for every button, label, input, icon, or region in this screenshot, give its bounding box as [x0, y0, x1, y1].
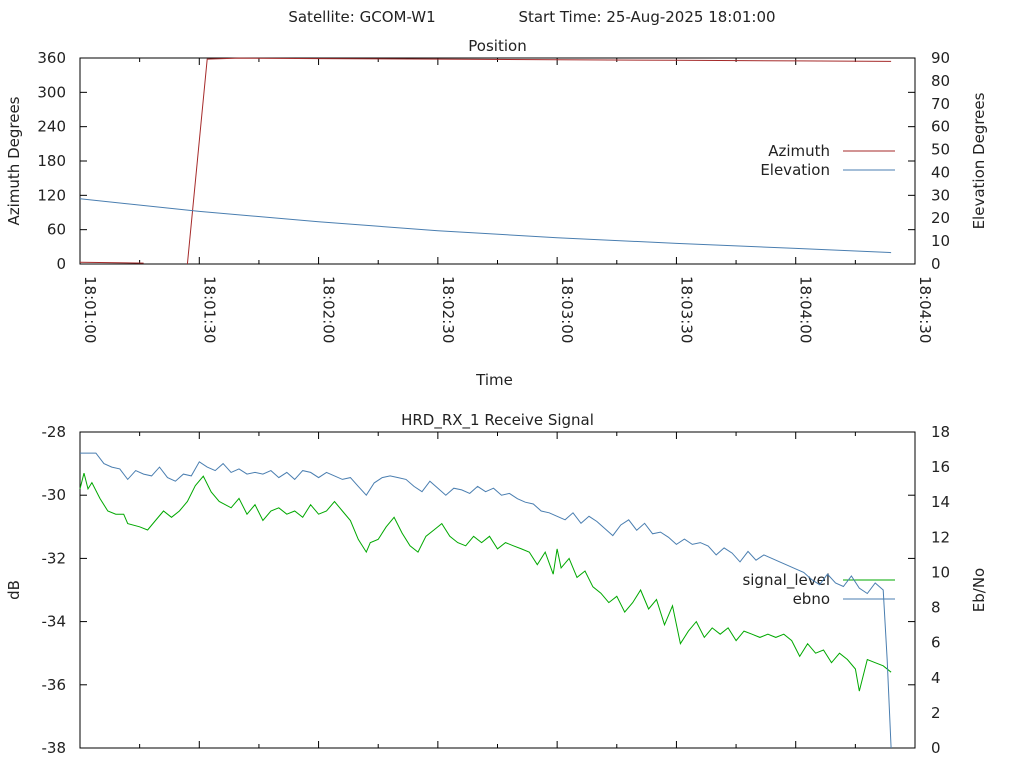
legend-label: Elevation	[760, 161, 830, 179]
series-line-signal-level	[79, 472, 892, 692]
y2-tick-label: 90	[931, 49, 950, 67]
x-tick-label: 18:01:30	[200, 276, 218, 343]
series-line-ebno	[80, 452, 892, 749]
y2-tick-label: 60	[931, 118, 950, 136]
receive-signal-chart: HRD_RX_1 Receive Signal -28 -30 -32 -34 -36 -3…	[5, 411, 988, 757]
y2-tick-label: 2	[931, 704, 941, 722]
y2-tick-label: 40	[931, 163, 950, 181]
y-tick-label: -36	[42, 676, 67, 694]
y-tick-label: 60	[47, 221, 66, 239]
y2-tick-label: 4	[931, 669, 941, 687]
y-tick-label: -30	[42, 486, 67, 504]
y2-tick-label: 12	[931, 528, 950, 546]
y2-tick-label: 14	[931, 493, 950, 511]
y2-tick-label: 20	[931, 209, 950, 227]
legend-label: ebno	[793, 590, 830, 608]
y2-tick-label: 70	[931, 95, 950, 113]
y2-tick-label: 6	[931, 634, 941, 652]
legend-label: signal_level	[742, 571, 830, 590]
y-tick-label: 0	[56, 255, 66, 273]
y2-axis-label: Eb/No	[970, 568, 988, 612]
y-tick-label: 240	[37, 118, 66, 136]
y2-tick-label: 8	[931, 599, 941, 617]
y2-tick-label: 10	[931, 232, 950, 250]
chart-title: Position	[468, 37, 526, 55]
y-tick-label: -32	[42, 549, 67, 567]
series-line-azimuth	[79, 57, 892, 265]
x-tick-label: 18:02:30	[439, 276, 457, 343]
x-tick-label: 18:02:00	[320, 276, 338, 343]
x-tick-label: 18:03:00	[558, 276, 576, 343]
x-tick-label: 18:04:00	[797, 276, 815, 343]
y2-tick-label: 10	[931, 563, 950, 581]
y-tick-label: 120	[37, 186, 66, 204]
y2-tick-label: 50	[931, 141, 950, 159]
y-tick-label: 360	[37, 49, 66, 67]
y-tick-label: -28	[42, 423, 67, 441]
y-axis-label: dB	[5, 580, 23, 600]
x-tick-label: 18:04:30	[916, 276, 934, 343]
series-line-elevation	[79, 198, 892, 254]
chart-title: HRD_RX_1 Receive Signal	[401, 411, 594, 430]
y-tick-label: 300	[37, 83, 66, 101]
y2-tick-label: 0	[931, 255, 941, 273]
y2-tick-label: 16	[931, 458, 950, 476]
y-axis-label: Azimuth Degrees	[5, 96, 23, 225]
x-tick-label: 18:03:30	[677, 276, 695, 343]
y2-tick-label: 0	[931, 739, 941, 757]
y2-tick-label: 30	[931, 186, 950, 204]
y-tick-label: 180	[37, 152, 66, 170]
y-tick-label: -38	[42, 739, 67, 757]
y2-tick-label: 18	[931, 423, 950, 441]
y2-tick-label: 80	[931, 72, 950, 90]
start-time-label: Start Time: 25-Aug-2025 18:01:00	[518, 8, 775, 26]
y-tick-label: -34	[42, 613, 67, 631]
position-chart: Position 0 60 120 180 240 300 360 0 10 20 30 40 50 60 7…	[5, 37, 988, 389]
x-axis-label: Time	[475, 371, 513, 389]
x-tick-label: 18:01:00	[81, 276, 99, 343]
y2-axis-label: Elevation Degrees	[970, 92, 988, 229]
satellite-label: Satellite: GCOM-W1	[288, 8, 435, 26]
legend-label: Azimuth	[768, 142, 830, 160]
